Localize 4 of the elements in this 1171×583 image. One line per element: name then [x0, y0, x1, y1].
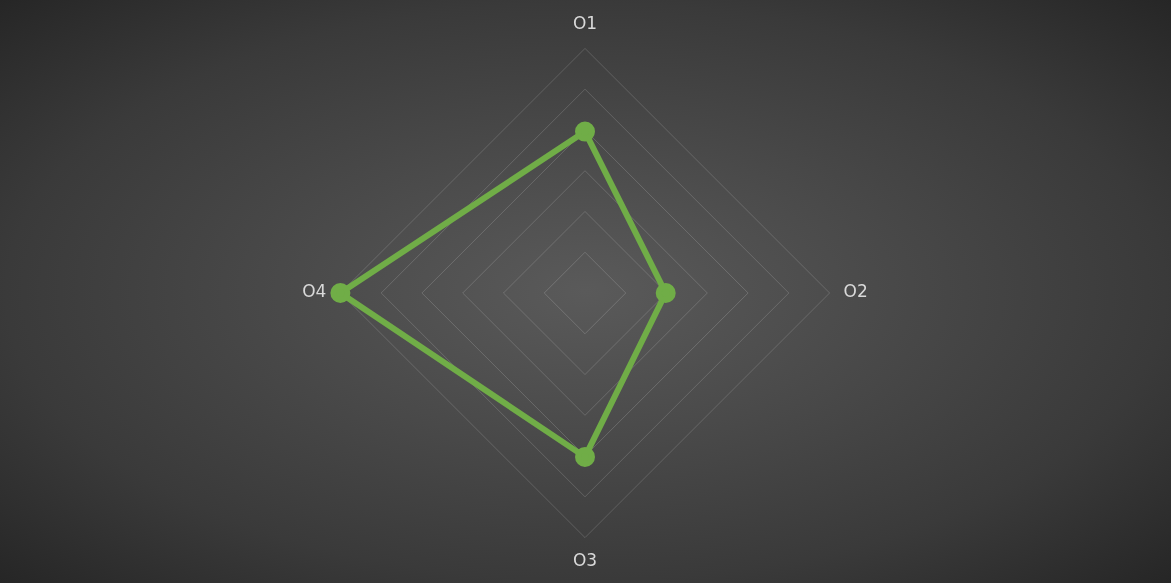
spoke-label: O4	[302, 281, 327, 302]
spoke-label: O1	[572, 12, 598, 33]
spoke-label: O2	[843, 281, 868, 302]
spoke-label: O3	[572, 550, 598, 571]
